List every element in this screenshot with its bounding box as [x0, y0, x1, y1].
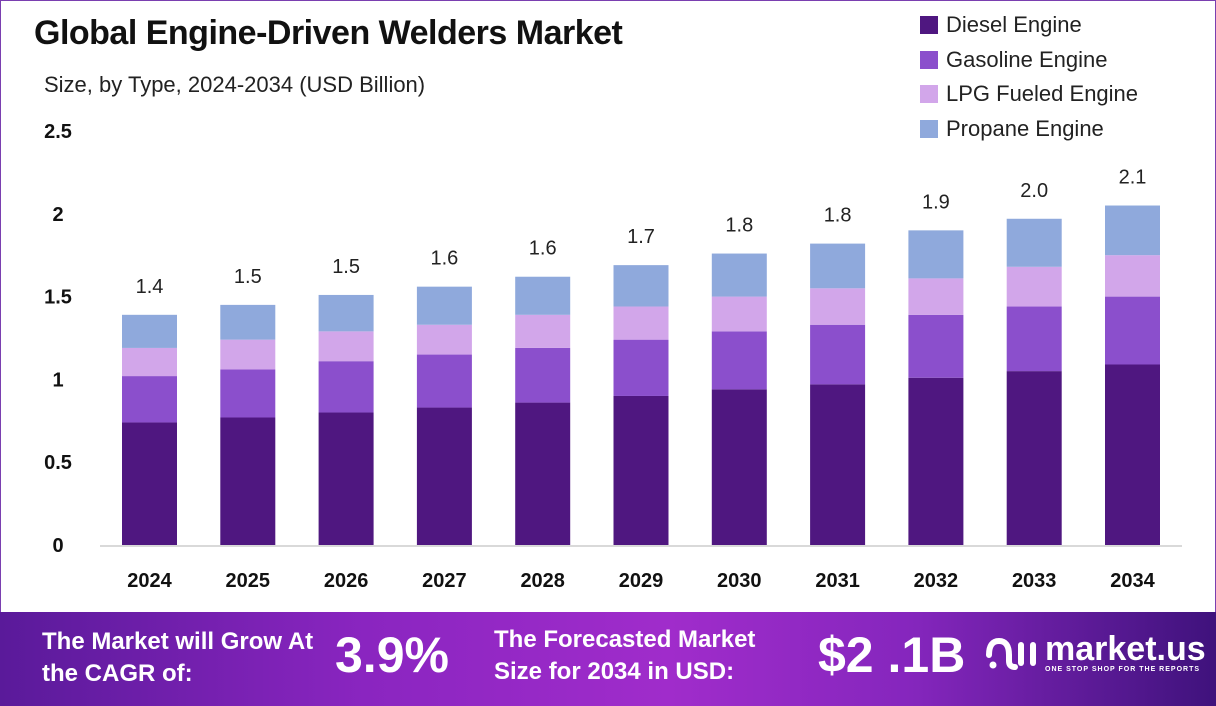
logo-name: market.us: [1045, 630, 1206, 668]
legend-swatch: [920, 85, 938, 104]
bar-segment-diesel-engine: [122, 422, 177, 545]
x-tick-label: 2029: [619, 570, 664, 592]
legend-label: Gasoline Engine: [946, 46, 1108, 72]
legend-label: Propane Engine: [946, 115, 1104, 141]
total-data-label: 1.7: [627, 226, 655, 248]
legend-item-lpg: LPG Fueled Engine: [920, 77, 1138, 112]
bar-segment-lpg-fueled-engine: [908, 278, 964, 315]
chart-title: Global Engine-Driven Welders Market: [34, 14, 623, 52]
x-tick-label: 2032: [914, 570, 959, 592]
chart-subtitle: Size, by Type, 2024-2034 (USD Billion): [44, 72, 426, 97]
bar-segment-diesel-engine: [220, 417, 276, 545]
legend: Diesel Engine Gasoline Engine LPG Fueled…: [920, 8, 1138, 146]
bar-segment-propane-engine: [515, 276, 571, 315]
bar-segment-diesel-engine: [1105, 364, 1160, 545]
x-tick-label: 2027: [422, 570, 467, 592]
bar-segment-lpg-fueled-engine: [1006, 266, 1062, 307]
total-data-label: 2.0: [1020, 180, 1048, 202]
x-tick-label: 2031: [815, 570, 860, 592]
bar-segment-propane-engine: [711, 253, 767, 297]
legend-swatch: [920, 16, 938, 35]
legend-label: LPG Fueled Engine: [946, 81, 1139, 107]
bar-segment-gasoline-engine: [318, 361, 374, 413]
y-tick-label: 1.5: [44, 287, 72, 309]
bar-segment-propane-engine: [416, 286, 472, 325]
bar-segment-propane-engine: [1006, 218, 1062, 267]
x-tick-label: 2028: [520, 570, 565, 592]
bar-segment-lpg-fueled-engine: [613, 306, 669, 340]
bar-segment-gasoline-engine: [1006, 306, 1062, 372]
legend-item-gasoline: Gasoline Engine: [920, 43, 1138, 78]
bar-segment-gasoline-engine: [1105, 296, 1160, 365]
logo-tagline: ONE STOP SHOP FOR THE REPORTS: [1045, 666, 1201, 673]
bar-segment-gasoline-engine: [711, 331, 767, 390]
bar-segment-gasoline-engine: [613, 339, 669, 396]
cagr-value: 3.9%: [335, 627, 449, 683]
bar-segment-gasoline-engine: [122, 376, 177, 423]
bar-segment-gasoline-engine: [810, 324, 866, 385]
market-us-logo: market.us ONE STOP SHOP FOR THE REPORTS: [985, 632, 1206, 673]
bar-segment-lpg-fueled-engine: [810, 288, 866, 325]
x-tick-label: 2024: [127, 570, 172, 592]
bar-segment-lpg-fueled-engine: [318, 331, 374, 362]
cagr-label: The Market will Grow At the CAGR of:: [42, 628, 314, 687]
bar-segment-diesel-engine: [515, 402, 571, 545]
bar-segment-gasoline-engine: [220, 369, 276, 418]
y-tick-label: 2: [52, 204, 63, 226]
x-tick-label: 2025: [226, 570, 271, 592]
bar-segment-diesel-engine: [1006, 371, 1062, 545]
bar-segment-lpg-fueled-engine: [515, 314, 571, 348]
total-data-label: 1.5: [234, 266, 262, 288]
x-tick-label: 2026: [324, 570, 369, 592]
bar-segment-diesel-engine: [810, 384, 866, 545]
legend-swatch: [920, 119, 938, 138]
bar-segment-propane-engine: [220, 304, 276, 340]
bar-segment-propane-engine: [1105, 205, 1160, 256]
footer-banner: The Market will Grow At the CAGR of: 3.9…: [0, 612, 1216, 706]
total-data-label: 1.4: [136, 276, 164, 298]
y-tick-label: 1: [52, 369, 63, 391]
logo-icon: [986, 637, 1036, 670]
forecast-value: $2 .1B: [818, 627, 966, 683]
bar-segment-propane-engine: [318, 294, 374, 332]
bar-segment-gasoline-engine: [908, 314, 964, 378]
bar-segment-diesel-engine: [416, 407, 472, 545]
x-tick-label: 2033: [1012, 570, 1057, 592]
bar-segment-gasoline-engine: [515, 347, 571, 403]
bar-segment-lpg-fueled-engine: [711, 296, 767, 332]
bar-segment-diesel-engine: [711, 389, 767, 545]
forecast-label: The Forecasted Market Size for 2034 in U…: [494, 626, 756, 685]
bar-segment-propane-engine: [613, 265, 669, 307]
bar-segment-propane-engine: [810, 243, 866, 289]
bar-segment-diesel-engine: [908, 377, 964, 545]
legend-label: Diesel Engine: [946, 12, 1082, 38]
legend-item-diesel: Diesel Engine: [920, 8, 1138, 43]
y-tick-label: 2.5: [44, 121, 72, 143]
bar-segment-lpg-fueled-engine: [416, 324, 472, 355]
legend-swatch: [920, 50, 938, 69]
total-data-label: 2.1: [1119, 167, 1147, 189]
bar-segment-propane-engine: [122, 314, 177, 348]
total-data-label: 1.6: [430, 248, 458, 270]
bar-segment-lpg-fueled-engine: [1105, 255, 1160, 297]
x-tick-label: 2030: [717, 570, 762, 592]
total-data-label: 1.8: [725, 215, 753, 237]
bar-segment-lpg-fueled-engine: [220, 339, 276, 370]
total-data-label: 1.6: [529, 238, 557, 260]
bar-segment-diesel-engine: [318, 412, 374, 545]
total-data-label: 1.5: [332, 256, 360, 278]
stacked-bar-chart: 0 0.5 1 1.5 2 2.5 1.4 2024 1.5 2025 1.5 2026 1.6 2027…: [44, 121, 1182, 592]
bar-segment-lpg-fueled-engine: [122, 347, 177, 377]
bar-segment-propane-engine: [908, 230, 964, 279]
total-data-label: 1.8: [824, 205, 852, 227]
x-tick-label: 2034: [1110, 570, 1155, 592]
legend-item-propane: Propane Engine: [920, 112, 1138, 147]
y-tick-label: 0.5: [44, 452, 72, 474]
bar-segment-diesel-engine: [613, 395, 669, 545]
y-tick-label: 0: [52, 535, 63, 557]
total-data-label: 1.9: [922, 191, 950, 213]
bar-segment-gasoline-engine: [416, 354, 472, 408]
